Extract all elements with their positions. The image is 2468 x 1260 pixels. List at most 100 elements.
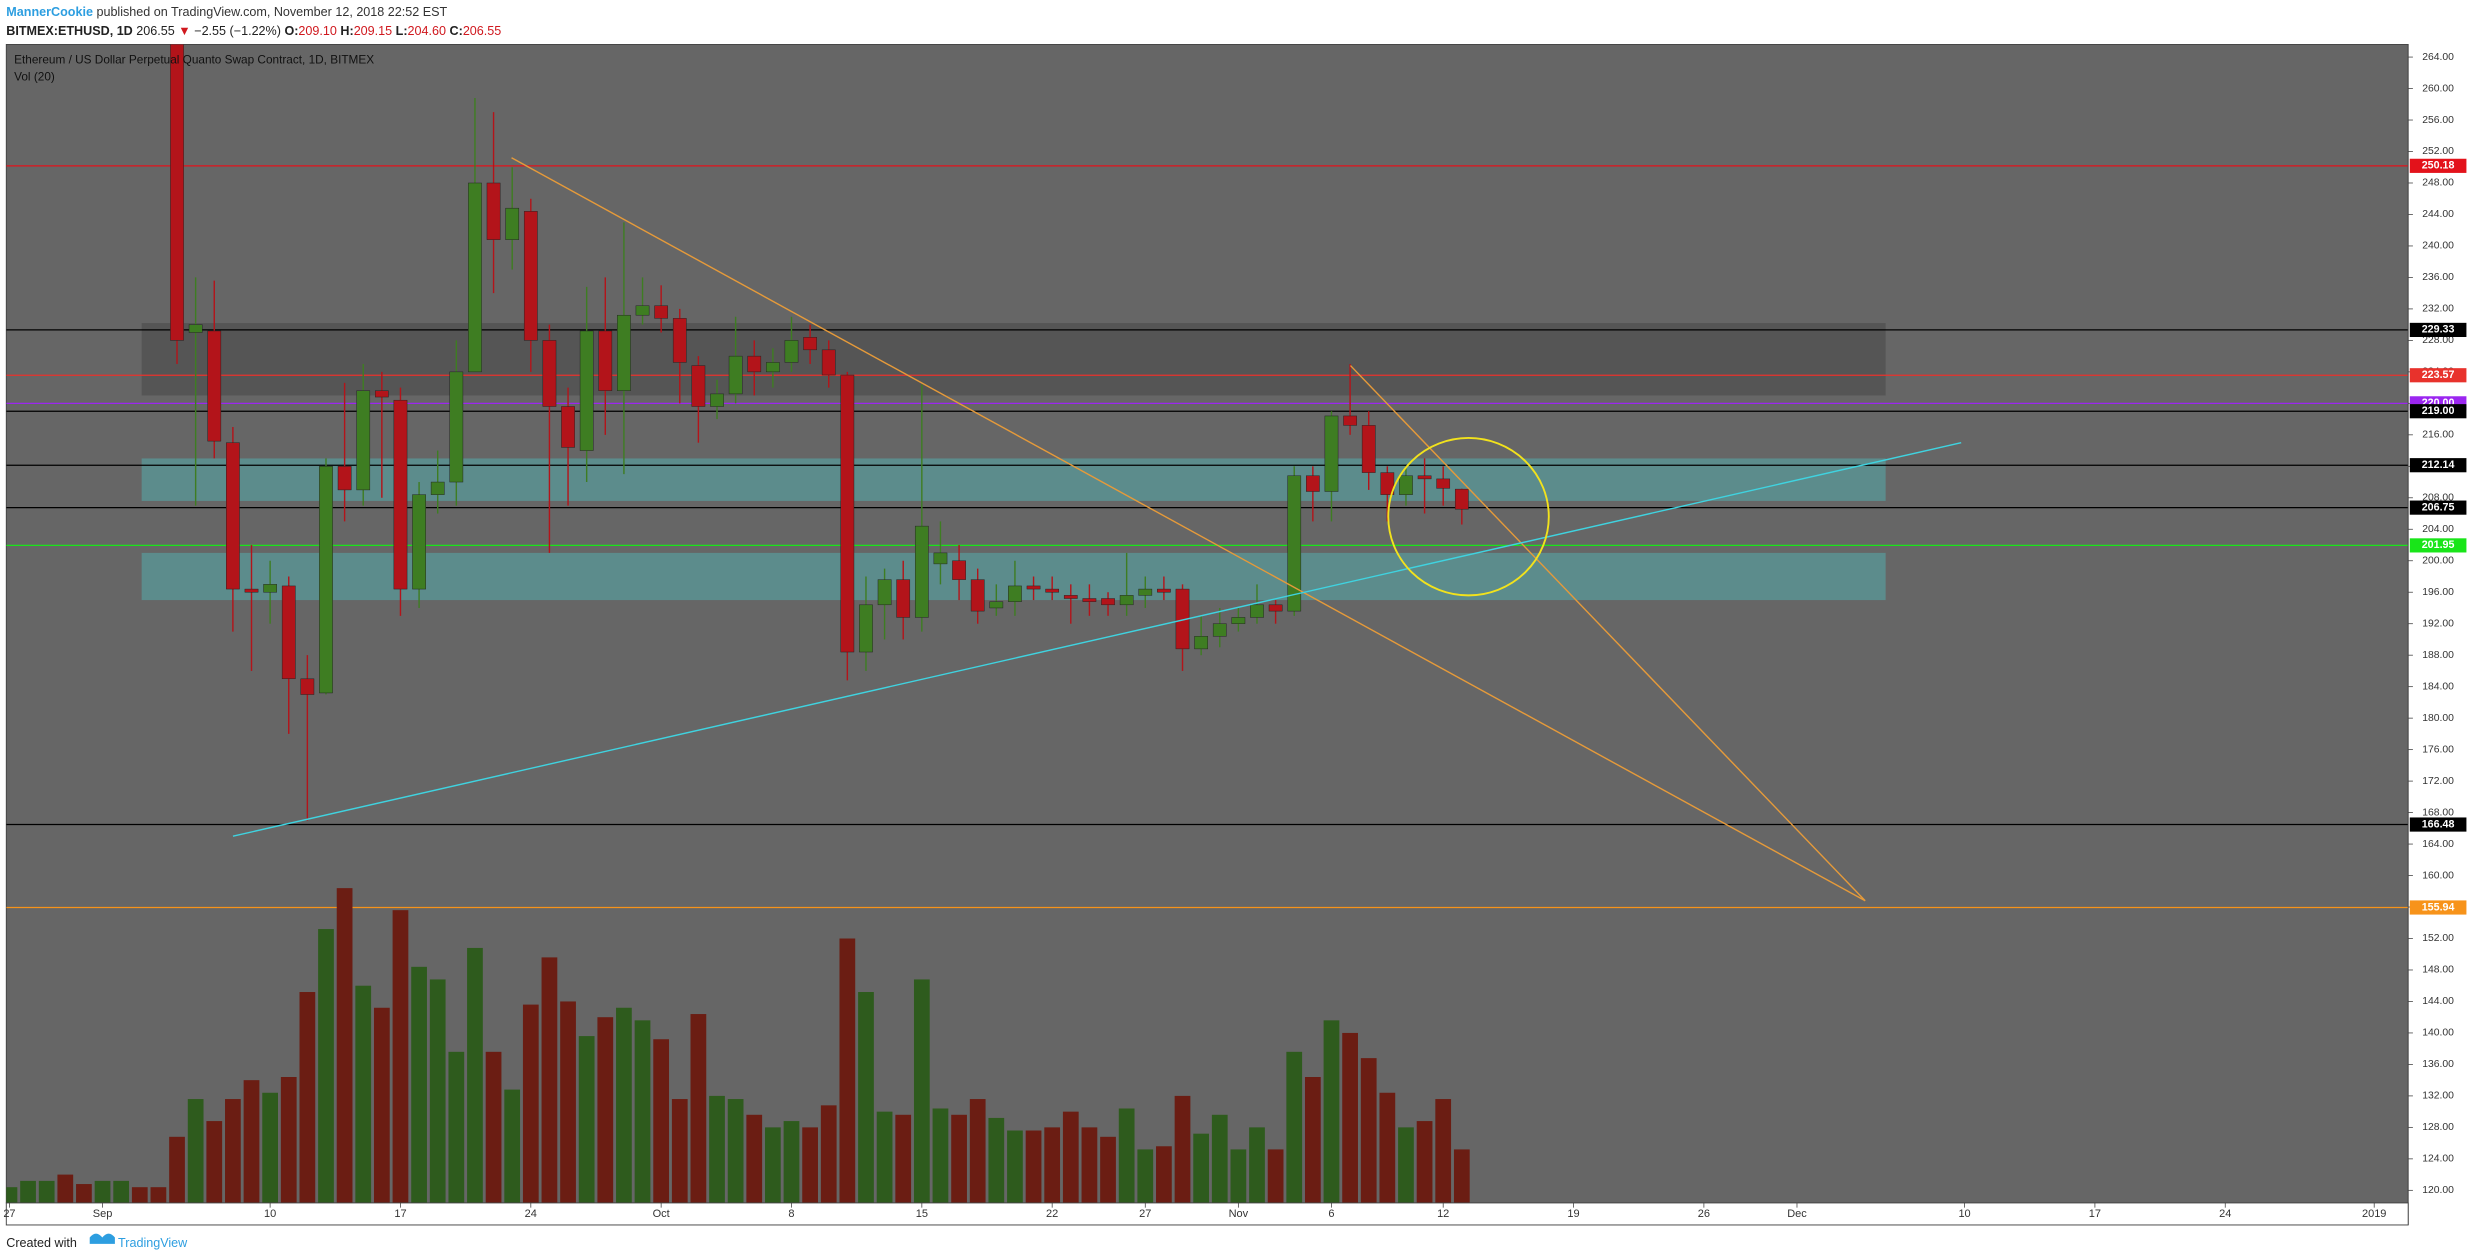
volume-bar bbox=[467, 947, 483, 1203]
volume-bar bbox=[1342, 1032, 1358, 1203]
drawings bbox=[232, 157, 1962, 902]
x-tick-label: Sep bbox=[93, 1208, 113, 1220]
author: MannerCookie bbox=[6, 5, 93, 19]
published: published on TradingView.com, November 1… bbox=[93, 5, 448, 19]
volume-bar bbox=[299, 992, 316, 1203]
level-label: 206.75 bbox=[2422, 501, 2455, 513]
level-tag bbox=[2409, 368, 2467, 383]
candle-body bbox=[319, 466, 333, 694]
volume-bar bbox=[802, 1127, 818, 1203]
arrow: ▼ bbox=[178, 24, 190, 38]
level-tag bbox=[2409, 404, 2467, 419]
volume-bar bbox=[858, 992, 874, 1203]
y-tick-label: 132.00 bbox=[2422, 1091, 2454, 1102]
level-tag bbox=[2409, 158, 2467, 173]
candle-body bbox=[356, 390, 371, 491]
x-tick-label: 8 bbox=[788, 1208, 794, 1220]
volume-bar bbox=[1044, 1127, 1061, 1203]
volume-bar bbox=[709, 1095, 725, 1203]
candle-body bbox=[486, 182, 501, 240]
candle-body bbox=[598, 330, 613, 391]
y-tick-label: 176.00 bbox=[2422, 744, 2454, 755]
volume-bar bbox=[429, 979, 446, 1203]
footer-created: Created with bbox=[6, 1236, 77, 1250]
x-tick-label: 26 bbox=[1698, 1208, 1710, 1220]
symbol: BITMEX:ETHUSD, 1D bbox=[6, 24, 132, 38]
time-axis bbox=[5, 1202, 2409, 1226]
volume-bar bbox=[671, 1099, 688, 1203]
volume-bar bbox=[951, 1114, 967, 1203]
volume-bar bbox=[1286, 1051, 1303, 1203]
volume-bar bbox=[1100, 1136, 1116, 1203]
y-tick-label: 192.00 bbox=[2422, 618, 2454, 629]
trend-line bbox=[232, 442, 1962, 837]
trend-line bbox=[1349, 365, 1866, 902]
y-tick-label: 184.00 bbox=[2422, 681, 2454, 692]
price-axis bbox=[2408, 44, 2468, 1225]
volume-bar bbox=[988, 1117, 1005, 1203]
volume-bar bbox=[485, 1051, 502, 1203]
volume-bar bbox=[895, 1114, 912, 1203]
y-tick-label: 180.00 bbox=[2422, 713, 2454, 724]
volume-bar bbox=[38, 1180, 55, 1203]
candle-body bbox=[1194, 636, 1208, 650]
volume-bar bbox=[560, 1001, 576, 1203]
y-tick-label: 248.00 bbox=[2422, 178, 2454, 189]
candle-body bbox=[188, 324, 203, 333]
candle-body bbox=[1436, 478, 1451, 489]
candle-body bbox=[933, 552, 948, 565]
x-tick-label: 10 bbox=[1958, 1208, 1970, 1220]
brand-logo bbox=[89, 1233, 115, 1244]
y-tick-label: 236.00 bbox=[2422, 272, 2454, 283]
candle-body bbox=[468, 182, 482, 373]
candle-body bbox=[691, 365, 706, 407]
candle-body bbox=[1417, 475, 1432, 480]
candle-body bbox=[952, 560, 966, 580]
volume-bar bbox=[169, 1136, 185, 1203]
x-tick-label: 27 bbox=[1139, 1208, 1151, 1220]
candle-body bbox=[579, 330, 594, 451]
candle-body bbox=[1380, 472, 1395, 495]
volume-bar bbox=[373, 1007, 390, 1203]
candle-body bbox=[1287, 475, 1302, 612]
c-label: C: bbox=[450, 24, 463, 38]
candle-body bbox=[337, 466, 352, 491]
candle-body bbox=[207, 330, 222, 442]
x-tick-label: 22 bbox=[1046, 1208, 1058, 1220]
volume-bar bbox=[1379, 1092, 1396, 1203]
candle-body bbox=[281, 585, 296, 680]
y-tick-label: 164.00 bbox=[2422, 839, 2454, 850]
x-tick-label: 24 bbox=[2219, 1208, 2231, 1220]
candle-body bbox=[226, 442, 240, 590]
candle-body bbox=[1157, 588, 1171, 593]
candle-body bbox=[766, 362, 780, 373]
volume-bar bbox=[57, 1174, 74, 1203]
candle-body bbox=[1324, 415, 1339, 492]
symbol-line: BITMEX:ETHUSD, 1D 206.55 ▼ −2.55 (−1.22%… bbox=[6, 24, 501, 38]
x-tick-label: 17 bbox=[394, 1208, 406, 1220]
level-label: 166.48 bbox=[2422, 818, 2455, 830]
volume-bar bbox=[113, 1180, 130, 1203]
candle-body bbox=[375, 390, 389, 398]
volume-bar bbox=[653, 1039, 670, 1203]
x-tick-label: 2019 bbox=[2362, 1208, 2386, 1220]
candle-body bbox=[1306, 475, 1320, 492]
y-tick-label: 188.00 bbox=[2422, 650, 2454, 661]
l: 204.60 bbox=[408, 24, 446, 38]
volume-bar bbox=[1118, 1108, 1135, 1203]
candle-body bbox=[728, 355, 743, 395]
y-tick-label: 136.00 bbox=[2422, 1059, 2454, 1070]
volume-bar bbox=[1025, 1130, 1042, 1203]
candle-body bbox=[393, 399, 408, 590]
candle-body bbox=[970, 579, 985, 612]
volume-bar bbox=[243, 1080, 260, 1203]
candle-body bbox=[300, 678, 315, 695]
y-tick-label: 148.00 bbox=[2422, 965, 2454, 976]
candle-body bbox=[412, 494, 426, 590]
candle-body bbox=[1268, 604, 1283, 612]
footer-brand[interactable]: TradingView bbox=[118, 1236, 188, 1250]
volume-bar bbox=[616, 1007, 632, 1203]
volume-bar bbox=[634, 1020, 651, 1203]
volume-bar bbox=[1360, 1058, 1377, 1203]
h-label: H: bbox=[340, 24, 353, 38]
